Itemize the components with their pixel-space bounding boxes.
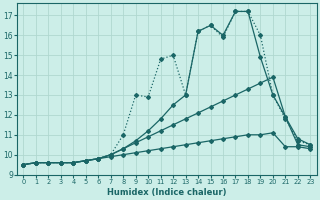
X-axis label: Humidex (Indice chaleur): Humidex (Indice chaleur) (107, 188, 227, 197)
